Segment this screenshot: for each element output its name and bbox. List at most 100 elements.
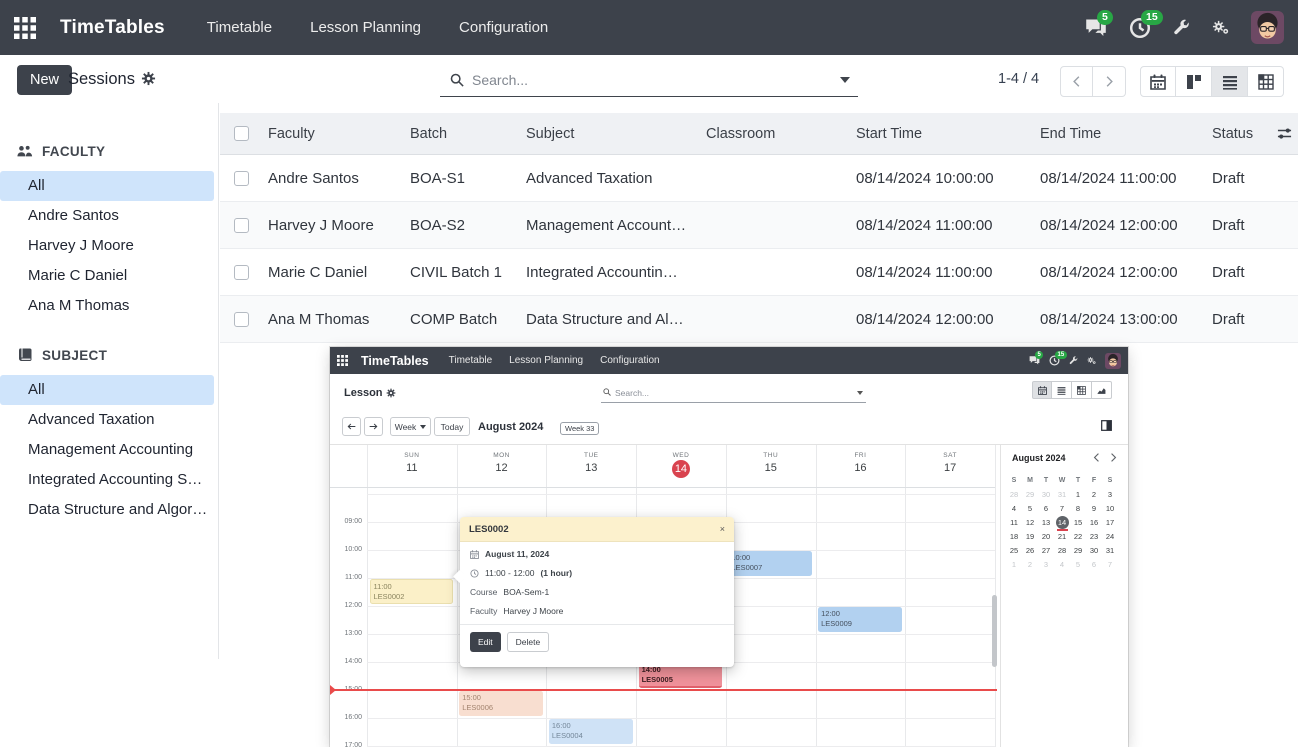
mini-cal-day-2[interactable]: 2 bbox=[1091, 490, 1097, 499]
mini-cal-day-29[interactable]: 29 bbox=[1025, 490, 1035, 499]
messages-icon[interactable]: 5 bbox=[1085, 9, 1113, 39]
mini-cal-day-24[interactable]: 24 bbox=[1105, 532, 1115, 541]
mini-cal-day-5[interactable]: 5 bbox=[1027, 504, 1033, 513]
search-input[interactable] bbox=[472, 71, 840, 92]
embed-search-input[interactable] bbox=[615, 387, 857, 398]
mini-cal-day-3[interactable]: 3 bbox=[1043, 560, 1049, 569]
sidebar-item-advanced-taxation[interactable]: Advanced Taxation bbox=[28, 411, 155, 428]
column-header-status[interactable]: Status bbox=[1212, 125, 1254, 142]
embed-view-settings-gear-icon[interactable] bbox=[386, 388, 396, 398]
embed-brand[interactable]: TimeTables bbox=[361, 353, 429, 368]
sidebar-item-all[interactable]: All bbox=[0, 375, 214, 405]
mini-cal-day-27[interactable]: 27 bbox=[1041, 546, 1051, 555]
mini-calendar-next-icon[interactable] bbox=[1109, 453, 1118, 462]
mini-cal-day-14[interactable]: 14 bbox=[1054, 516, 1070, 531]
mini-cal-day-4[interactable]: 4 bbox=[1059, 560, 1065, 569]
day-header-tue[interactable]: TUE 13 bbox=[546, 445, 636, 487]
column-header-faculty[interactable]: Faculty bbox=[268, 125, 315, 142]
day-header-wed[interactable]: WED 14 bbox=[636, 445, 726, 487]
mini-cal-day-3[interactable]: 3 bbox=[1107, 490, 1113, 499]
kanban-view-button[interactable] bbox=[1176, 66, 1212, 97]
mini-cal-day-25[interactable]: 25 bbox=[1009, 546, 1019, 555]
mini-cal-day-6[interactable]: 6 bbox=[1091, 560, 1097, 569]
mini-cal-day-4[interactable]: 4 bbox=[1011, 504, 1017, 513]
activities-icon[interactable]: 15 bbox=[1129, 9, 1163, 39]
calendar-event-les0009[interactable]: 12:00 LES0009 bbox=[818, 607, 902, 632]
calendar-event-les0006[interactable]: 15:00 LES0006 bbox=[459, 691, 543, 716]
side-panel-toggle-icon[interactable] bbox=[1101, 420, 1112, 431]
settings-cogs-icon[interactable] bbox=[1212, 19, 1229, 36]
mini-cal-day-10[interactable]: 10 bbox=[1105, 504, 1115, 513]
mini-cal-day-6[interactable]: 6 bbox=[1043, 504, 1049, 513]
table-row[interactable]: Ana M Thomas COMP Batch Data Structure and… bbox=[220, 296, 1298, 343]
app-brand[interactable]: TimeTables bbox=[60, 16, 165, 38]
popover-delete-button[interactable]: Delete bbox=[506, 632, 550, 652]
embed-search-caret-icon[interactable] bbox=[857, 390, 863, 395]
embed-pivot-view-button[interactable] bbox=[1072, 381, 1092, 399]
sidebar-item-integrated-accounting-s-[interactable]: Integrated Accounting S… bbox=[28, 471, 203, 488]
mini-cal-day-1[interactable]: 1 bbox=[1075, 490, 1081, 499]
wrench-icon[interactable] bbox=[1173, 19, 1190, 36]
pivot-view-button[interactable] bbox=[1248, 66, 1284, 97]
table-row[interactable]: Marie C Daniel CIVIL Batch 1 Integrated Ac… bbox=[220, 249, 1298, 296]
table-row[interactable]: Harvey J Moore BOA-S2 Management Account… 0… bbox=[220, 202, 1298, 249]
mini-cal-day-11[interactable]: 11 bbox=[1010, 518, 1018, 527]
mini-cal-day-1[interactable]: 1 bbox=[1011, 560, 1017, 569]
column-header-end-time[interactable]: End Time bbox=[1040, 125, 1102, 142]
mini-cal-day-9[interactable]: 9 bbox=[1091, 504, 1097, 513]
sidebar-item-ana-m-thomas[interactable]: Ana M Thomas bbox=[28, 297, 130, 314]
mini-cal-day-31[interactable]: 31 bbox=[1105, 546, 1115, 555]
mini-cal-day-5[interactable]: 5 bbox=[1075, 560, 1081, 569]
row-checkbox[interactable] bbox=[233, 217, 249, 233]
embed-settings-cogs-icon[interactable] bbox=[1087, 356, 1096, 365]
adjust-columns-icon[interactable] bbox=[1277, 126, 1292, 141]
day-header-fri[interactable]: FRI 16 bbox=[816, 445, 906, 487]
embed-apps-grid-icon[interactable] bbox=[337, 355, 348, 366]
calendar-event-les0002[interactable]: 11:00 LES0002 bbox=[369, 579, 454, 604]
column-header-start-time[interactable]: Start Time bbox=[856, 125, 923, 142]
row-checkbox[interactable] bbox=[233, 170, 249, 186]
embed-calendar-view-button[interactable] bbox=[1032, 381, 1052, 399]
day-header-mon[interactable]: MON 12 bbox=[457, 445, 547, 487]
sidebar-item-harvey-j-moore[interactable]: Harvey J Moore bbox=[28, 237, 134, 254]
mini-cal-day-29[interactable]: 29 bbox=[1073, 546, 1083, 555]
mini-cal-day-2[interactable]: 2 bbox=[1027, 560, 1033, 569]
mini-calendar-prev-icon[interactable] bbox=[1092, 453, 1101, 462]
embed-menu-item-lesson-planning[interactable]: Lesson Planning bbox=[509, 355, 584, 366]
sidebar-item-andre-santos[interactable]: Andre Santos bbox=[28, 207, 119, 224]
mini-cal-day-12[interactable]: 12 bbox=[1025, 518, 1035, 527]
mini-cal-day-20[interactable]: 20 bbox=[1041, 532, 1051, 541]
embed-user-avatar[interactable] bbox=[1105, 352, 1121, 369]
calendar-event-les0005[interactable]: 14:00 LES0005 bbox=[638, 663, 723, 688]
day-header-thu[interactable]: THU 15 bbox=[726, 445, 816, 487]
user-avatar[interactable] bbox=[1251, 11, 1284, 44]
sidebar-item-all[interactable]: All bbox=[0, 171, 214, 201]
mini-cal-day-30[interactable]: 30 bbox=[1041, 490, 1051, 499]
menu-item-lesson-planning[interactable]: Lesson Planning bbox=[310, 19, 422, 36]
popover-edit-button[interactable]: Edit bbox=[470, 632, 501, 652]
mini-cal-day-28[interactable]: 28 bbox=[1009, 490, 1019, 499]
mini-cal-day-23[interactable]: 23 bbox=[1089, 532, 1099, 541]
sidebar-item-data-structure-and-algor-[interactable]: Data Structure and Algor… bbox=[28, 501, 208, 518]
mini-cal-day-31[interactable]: 31 bbox=[1057, 490, 1067, 499]
embed-calendar-scrollbar[interactable] bbox=[992, 595, 997, 667]
new-button[interactable]: New bbox=[17, 65, 73, 95]
search-dropdown-caret-icon[interactable] bbox=[840, 76, 850, 83]
mini-cal-day-8[interactable]: 8 bbox=[1075, 504, 1081, 513]
mini-cal-day-19[interactable]: 19 bbox=[1025, 532, 1035, 541]
embed-today-button[interactable]: Today bbox=[434, 417, 470, 436]
embed-activities-icon[interactable]: 15 bbox=[1049, 351, 1067, 366]
embed-graph-view-button[interactable] bbox=[1092, 381, 1112, 399]
mini-cal-day-18[interactable]: 18 bbox=[1009, 532, 1019, 541]
mini-cal-day-7[interactable]: 7 bbox=[1107, 560, 1113, 569]
mini-cal-day-21[interactable]: 21 bbox=[1057, 532, 1067, 541]
embed-prev-button[interactable] bbox=[342, 417, 361, 436]
column-header-subject[interactable]: Subject bbox=[526, 125, 575, 142]
popover-close-icon[interactable]: × bbox=[719, 524, 725, 534]
embed-list-view-button[interactable] bbox=[1052, 381, 1072, 399]
row-checkbox[interactable] bbox=[233, 264, 249, 280]
mini-cal-day-28[interactable]: 28 bbox=[1057, 546, 1067, 555]
list-view-button[interactable] bbox=[1212, 66, 1248, 97]
select-all-checkbox[interactable] bbox=[233, 126, 249, 141]
mini-cal-day-13[interactable]: 13 bbox=[1041, 518, 1051, 527]
